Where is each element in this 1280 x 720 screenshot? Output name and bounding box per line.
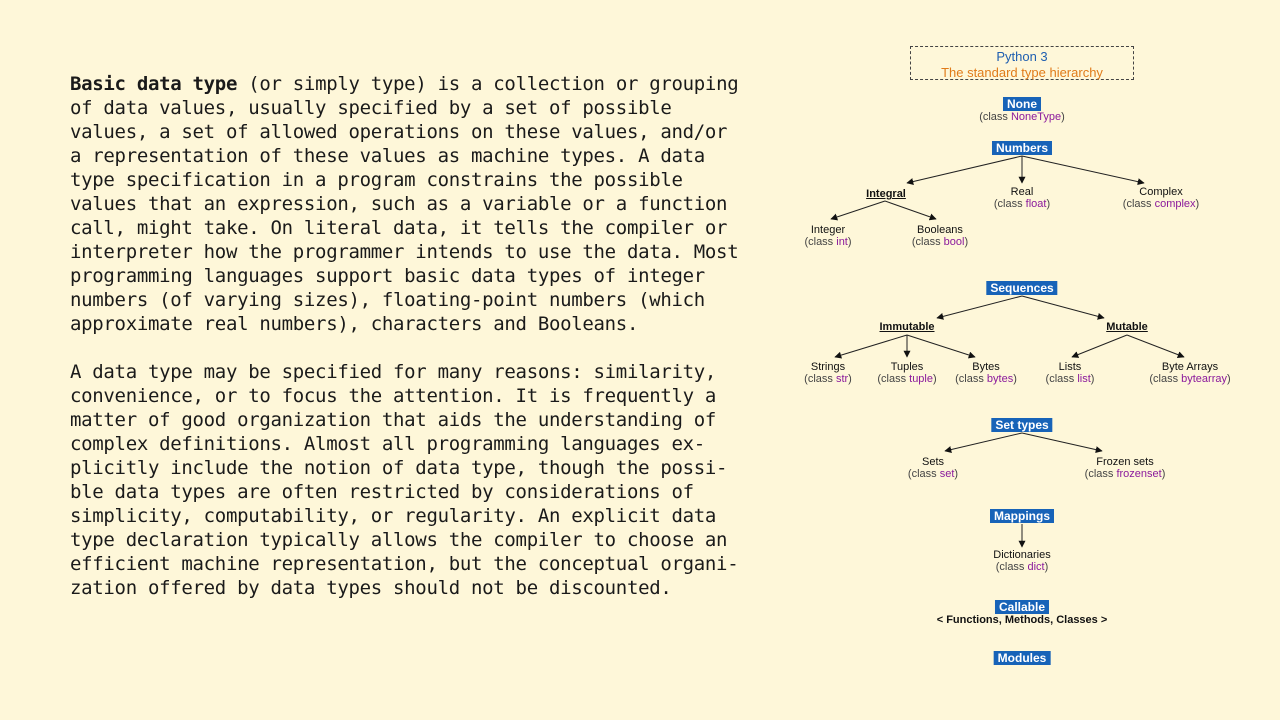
subgroup-mutable: Mutable: [1106, 321, 1148, 333]
diagram-title-box: Python 3 The standard type hierarchy: [910, 46, 1134, 80]
node-dictionaries: Dictionaries (class dict): [993, 549, 1051, 573]
category-modules: Modules: [993, 651, 1051, 665]
category-sequences: Sequences: [986, 281, 1058, 295]
arrow-immutable-bytes: [906, 334, 976, 359]
diagram-subtitle: The standard type hierarchy: [941, 65, 1103, 80]
arrow-numbers-complex: [1021, 155, 1145, 186]
category-numbers: Numbers: [991, 141, 1053, 155]
paragraph-definition: Basic data type (or simply type) is a co…: [70, 72, 780, 336]
arrow-mutable-lists: [1071, 334, 1128, 358]
node-frozensets: Frozen sets (class frozenset): [1084, 456, 1166, 480]
node-complex: Complex (class complex): [1122, 186, 1200, 210]
node-none-class: (class NoneType): [979, 111, 1065, 123]
node-real: Real (class float): [993, 186, 1051, 210]
arrow-settypes-frozensets: [1021, 432, 1103, 454]
node-strings: Strings (class str): [804, 361, 852, 385]
callable-note: < Functions, Methods, Classes >: [936, 614, 1108, 626]
category-mappings: Mappings: [990, 509, 1054, 523]
diagram-arrows: [830, 155, 1185, 548]
node-sets: Sets (class set): [907, 456, 959, 480]
definition-text: (or simply type) is a collection or grou…: [70, 73, 739, 335]
arrow-sequences-immutable: [936, 295, 1023, 320]
type-hierarchy-diagram: Python 3 The standard type hierarchy Non…: [790, 0, 1280, 720]
arrow-sequences-mutable: [1021, 295, 1105, 320]
arrow-mutable-bytearrays: [1126, 334, 1185, 358]
node-integer: Integer (class int): [804, 224, 852, 248]
body-text: Basic data type (or simply type) is a co…: [70, 72, 780, 624]
node-bytearrays: Byte Arrays (class bytearray): [1149, 361, 1231, 385]
arrow-immutable-strings: [834, 334, 908, 359]
arrow-settypes-sets: [944, 432, 1023, 453]
category-set-types: Set types: [991, 418, 1053, 432]
category-none: None: [1003, 97, 1041, 111]
node-bytes: Bytes (class bytes): [955, 361, 1017, 385]
category-callable: Callable: [994, 600, 1050, 614]
arrow-integral-integer: [830, 200, 886, 221]
term-basic-data-type: Basic data type: [70, 73, 238, 95]
diagram-title: Python 3: [996, 49, 1048, 64]
subgroup-immutable: Immutable: [879, 321, 935, 333]
arrow-integral-booleans: [884, 200, 937, 221]
arrow-numbers-integral: [906, 155, 1023, 185]
node-tuples: Tuples (class tuple): [877, 361, 937, 385]
paragraph-reasons: A data type may be specified for many re…: [70, 361, 739, 599]
subgroup-integral: Integral: [866, 188, 906, 200]
node-booleans: Booleans (class bool): [911, 224, 969, 248]
node-lists: Lists (class list): [1045, 361, 1095, 385]
